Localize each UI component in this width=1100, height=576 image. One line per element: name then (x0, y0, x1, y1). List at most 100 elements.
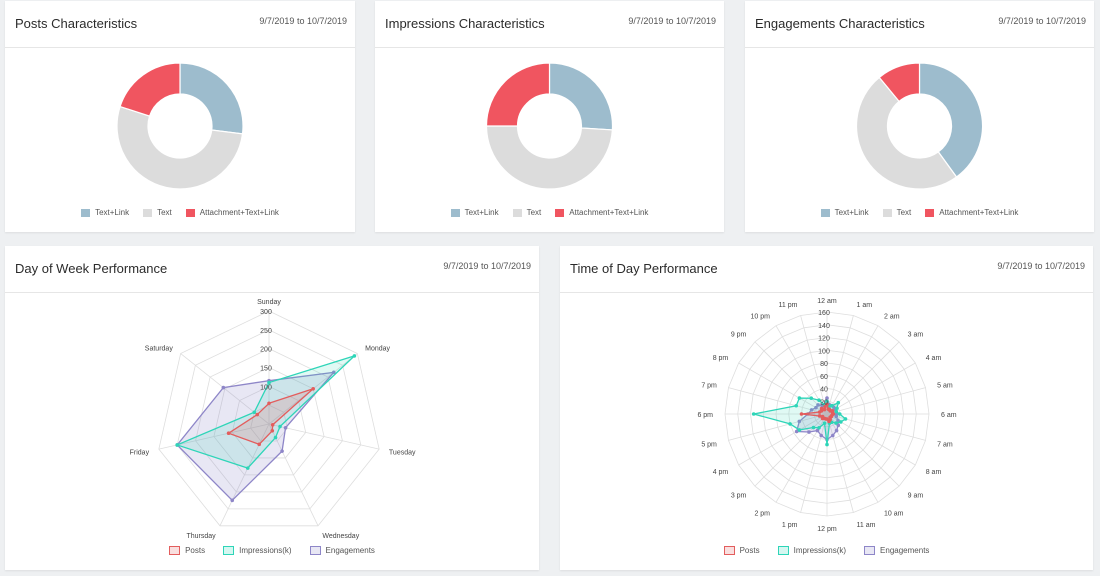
data-point-11-am[interactable] (830, 433, 835, 438)
data-point-sunday[interactable] (267, 401, 271, 406)
data-point-8-pm[interactable] (797, 396, 802, 400)
donut-slice-text-link[interactable] (918, 62, 984, 178)
legend-item-text[interactable]: Text (512, 208, 541, 217)
data-point-4-pm[interactable] (820, 414, 825, 419)
axis-label-1-pm: 1 pm (782, 522, 798, 529)
data-point-9-pm[interactable] (816, 403, 820, 407)
series-area-engagements[interactable] (176, 371, 336, 502)
series-area-posts[interactable] (227, 388, 314, 446)
donut-slice-text[interactable] (485, 125, 614, 190)
data-point-7-am[interactable] (834, 414, 839, 419)
data-point-2-am[interactable] (829, 403, 834, 408)
data-point-3-pm[interactable] (807, 430, 811, 434)
data-point-5-pm[interactable] (817, 414, 822, 418)
data-point-saturday[interactable] (252, 410, 257, 415)
data-point-thursday[interactable] (245, 466, 250, 470)
data-point-monday[interactable] (311, 386, 315, 391)
data-point-8-pm[interactable] (814, 405, 818, 410)
data-point-9-pm[interactable] (809, 396, 814, 401)
donut-slice-text-link[interactable] (179, 62, 244, 135)
legend-item-text-link[interactable]: Text+Link (820, 208, 869, 217)
grid-spoke (728, 413, 828, 441)
data-point-7-pm[interactable] (809, 408, 814, 412)
legend-item-impressions[interactable]: Impressions(k) (777, 546, 846, 555)
donut-slice-attachment-text-link[interactable] (119, 62, 181, 117)
data-point-monday[interactable] (331, 370, 336, 375)
legend-item-attachment[interactable]: Attachment+Text+Link (925, 208, 1018, 217)
data-point-10-pm[interactable] (817, 398, 821, 402)
grid-ring (195, 348, 343, 493)
data-point-4-pm[interactable] (794, 429, 799, 434)
legend-item-posts[interactable]: Posts (169, 546, 205, 555)
axis-label-6-am: 6 am (941, 412, 957, 419)
data-point-wednesday[interactable] (270, 428, 275, 433)
grid-ring (213, 367, 325, 476)
data-point-10-am[interactable] (834, 428, 839, 433)
data-point-9-pm[interactable] (819, 406, 824, 411)
legend-item-attachment[interactable]: Attachment+Text+Link (555, 208, 648, 217)
data-point-thursday[interactable] (230, 498, 235, 503)
data-point-11-pm[interactable] (823, 404, 827, 409)
data-point-monday[interactable] (352, 354, 357, 358)
legend-swatch (223, 546, 235, 555)
legend-item-text-link[interactable]: Text+Link (81, 208, 129, 217)
data-point-7-am[interactable] (843, 417, 848, 421)
data-point-saturday[interactable] (221, 385, 226, 390)
data-point-6-pm[interactable] (799, 412, 804, 416)
data-point-10-pm[interactable] (822, 407, 827, 412)
data-point-wednesday[interactable] (280, 449, 284, 453)
data-point-3-am[interactable] (836, 400, 841, 405)
data-point-sunday[interactable] (267, 380, 271, 385)
donut-chart (855, 62, 984, 190)
data-point-tuesday[interactable] (283, 425, 288, 430)
donut-slice-text-link[interactable] (548, 62, 614, 131)
axis-label-tuesday: Tuesday (389, 449, 416, 456)
data-point-12-pm[interactable] (825, 442, 829, 447)
data-point-8-am[interactable] (836, 418, 840, 423)
legend-swatch (450, 208, 460, 217)
donut-slice-attachment-text-link[interactable] (878, 62, 921, 103)
data-point-tuesday[interactable] (278, 424, 282, 429)
data-point-6-am[interactable] (837, 412, 842, 416)
axis-label-12-pm: 12 pm (817, 526, 837, 533)
legend-item-text-link[interactable]: Text+Link (450, 208, 499, 217)
card-title: Impressions Characteristics (385, 16, 545, 31)
axis-label-7-pm: 7 pm (701, 382, 717, 389)
data-point-12-am[interactable] (825, 396, 829, 400)
data-point-saturday[interactable] (255, 412, 260, 417)
data-point-thursday[interactable] (257, 442, 261, 447)
data-point-5-am[interactable] (834, 409, 839, 414)
data-point-1-pm[interactable] (819, 433, 824, 438)
data-point-4-am[interactable] (835, 406, 839, 411)
legend-item-impressions[interactable]: Impressions(k) (223, 546, 292, 555)
data-point-friday[interactable] (175, 443, 179, 447)
donut-slice-text[interactable] (855, 76, 958, 190)
legend-item-text[interactable]: Text (882, 208, 911, 217)
legend-item-engagements[interactable]: Engagements (864, 546, 929, 555)
data-point-tuesday[interactable] (270, 423, 275, 427)
data-point-2-pm[interactable] (815, 428, 820, 433)
legend-item-engagements[interactable]: Engagements (309, 546, 375, 555)
series-posts (799, 402, 836, 424)
legend-item-posts[interactable]: Posts (723, 546, 760, 555)
data-point-6-pm[interactable] (751, 412, 756, 416)
data-point-5-pm[interactable] (797, 419, 802, 424)
data-point-4-pm[interactable] (797, 428, 802, 432)
data-point-8-am[interactable] (839, 420, 843, 424)
data-point-wednesday[interactable] (273, 435, 278, 440)
series-area-impressions-k[interactable] (175, 355, 355, 469)
donut-slice-text[interactable] (116, 105, 244, 190)
data-point-5-pm[interactable] (788, 422, 792, 426)
data-point-12-am[interactable] (825, 399, 829, 404)
data-point-1-pm[interactable] (822, 421, 827, 426)
data-point-3-pm[interactable] (811, 425, 816, 430)
data-point-friday[interactable] (226, 431, 231, 436)
data-point-2-pm[interactable] (817, 426, 821, 430)
donut-slice-attachment-text-link[interactable] (485, 62, 551, 127)
data-point-7-pm[interactable] (794, 403, 799, 408)
legend-item-text[interactable]: Text (143, 208, 172, 217)
axis-label-3-pm: 3 pm (731, 493, 747, 500)
legend-item-attachment[interactable]: Attachment+Text+Link (185, 208, 279, 217)
data-point-9-am[interactable] (836, 423, 841, 428)
data-point-9-am[interactable] (834, 421, 838, 425)
